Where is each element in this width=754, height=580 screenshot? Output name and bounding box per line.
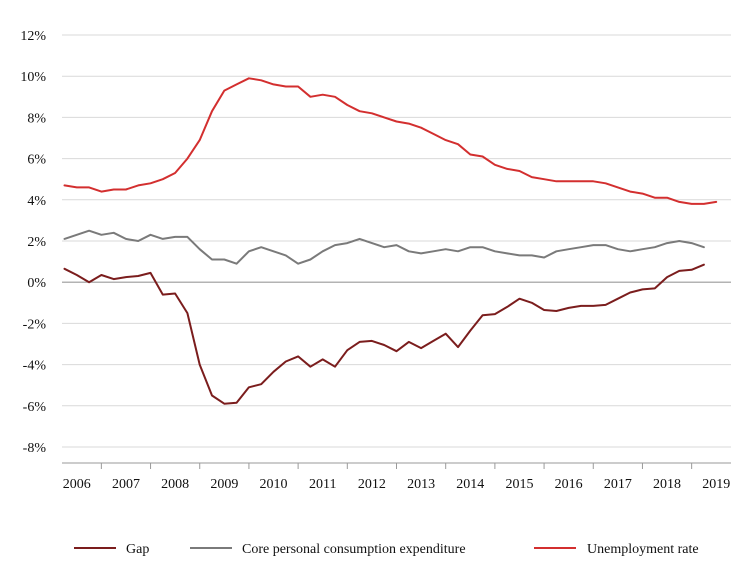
- y-tick-label: -8%: [23, 441, 47, 456]
- y-tick-label: 2%: [27, 235, 46, 250]
- x-tick-label: 2010: [260, 477, 288, 492]
- legend-label: Unemployment rate: [587, 542, 699, 557]
- x-tick-label: 2017: [604, 477, 632, 492]
- y-axis-tick-labels: 12% 10% 8% 6% 4% 2% 0% -2% -4% -6% -8%: [20, 29, 46, 456]
- y-tick-label: 10%: [20, 70, 46, 85]
- y-tick-label: -6%: [23, 400, 47, 415]
- y-tick-label: 12%: [20, 29, 46, 44]
- series-lines: [63, 77, 718, 405]
- y-tick-label: 4%: [27, 194, 46, 209]
- legend-label: Gap: [126, 542, 149, 557]
- x-tick-label: 2011: [309, 477, 336, 492]
- x-tick-label: 2006: [63, 477, 91, 492]
- series-line-1: [63, 229, 705, 265]
- x-tick-label: 2012: [358, 477, 386, 492]
- x-tick-label: 2014: [456, 477, 484, 492]
- y-tick-label: 6%: [27, 153, 46, 168]
- x-axis-tick-marks: [62, 462, 731, 469]
- x-axis-tick-labels: 2006 2007 2008 2009 2010 2011 2012 2013 2014 2015…: [63, 477, 730, 492]
- series-line-2: [63, 77, 718, 205]
- x-tick-label: 2013: [407, 477, 435, 492]
- x-tick-label: 2019: [702, 477, 730, 492]
- x-tick-label: 2015: [505, 477, 533, 492]
- y-tick-label: 8%: [27, 111, 46, 126]
- x-tick-label: 2016: [555, 477, 583, 492]
- x-tick-label: 2008: [161, 477, 189, 492]
- y-tick-label: 0%: [27, 276, 46, 291]
- x-tick-label: 2018: [653, 477, 681, 492]
- grid-lines: [62, 34, 731, 448]
- y-tick-label: -4%: [23, 359, 47, 374]
- x-tick-label: 2009: [210, 477, 238, 492]
- legend: Gap Core personal consumption expenditure…: [74, 542, 699, 557]
- legend-label: Core personal consumption expenditure: [242, 542, 466, 557]
- y-tick-label: -2%: [23, 317, 47, 332]
- series-line-0: [63, 263, 705, 405]
- x-tick-label: 2007: [112, 477, 140, 492]
